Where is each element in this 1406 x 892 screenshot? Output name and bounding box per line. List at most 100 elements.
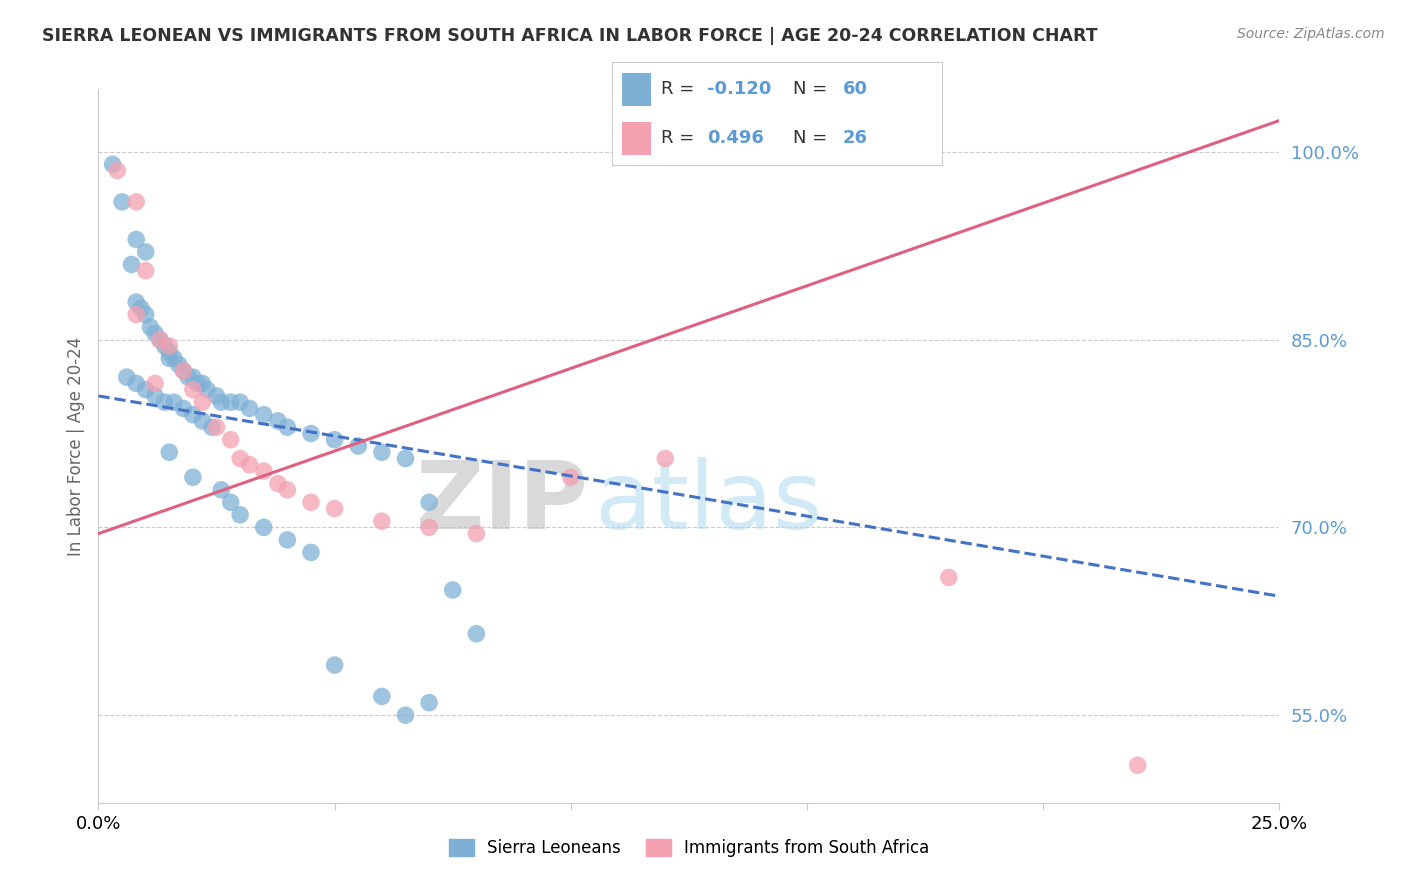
Point xyxy=(195,383,218,397)
Point xyxy=(229,451,252,466)
Point xyxy=(149,333,172,347)
Y-axis label: In Labor Force | Age 20-24: In Labor Force | Age 20-24 xyxy=(66,336,84,556)
Point xyxy=(276,533,298,547)
Point xyxy=(143,376,166,391)
Point xyxy=(115,370,138,384)
Point xyxy=(135,308,157,322)
Point xyxy=(191,376,214,391)
Point xyxy=(201,420,224,434)
Point xyxy=(129,301,152,316)
Point xyxy=(209,483,232,497)
Point xyxy=(172,401,194,416)
Point xyxy=(139,320,162,334)
Text: R =: R = xyxy=(661,80,700,98)
Point xyxy=(209,395,232,409)
Point xyxy=(299,495,322,509)
Point xyxy=(157,445,180,459)
Point xyxy=(157,339,180,353)
Point xyxy=(135,383,157,397)
Point xyxy=(191,414,214,428)
Point xyxy=(938,570,960,584)
Point xyxy=(323,433,346,447)
Point xyxy=(143,326,166,341)
Point xyxy=(191,395,214,409)
Text: N =: N = xyxy=(793,80,834,98)
Point xyxy=(219,395,242,409)
Point xyxy=(163,395,186,409)
Text: 60: 60 xyxy=(844,80,868,98)
Text: 26: 26 xyxy=(844,129,868,147)
Point xyxy=(153,339,176,353)
Point xyxy=(125,295,148,310)
Legend: Sierra Leoneans, Immigrants from South Africa: Sierra Leoneans, Immigrants from South A… xyxy=(441,832,936,863)
Point xyxy=(465,526,488,541)
Point xyxy=(111,194,134,209)
Text: Source: ZipAtlas.com: Source: ZipAtlas.com xyxy=(1237,27,1385,41)
Point xyxy=(125,232,148,246)
Point xyxy=(181,408,204,422)
Point xyxy=(418,696,440,710)
Bar xyxy=(621,122,651,155)
Point xyxy=(276,483,298,497)
Point xyxy=(229,395,252,409)
Point xyxy=(323,658,346,673)
Text: R =: R = xyxy=(661,129,700,147)
Point xyxy=(465,627,488,641)
Text: 0.496: 0.496 xyxy=(707,129,765,147)
Point xyxy=(253,464,276,478)
Point xyxy=(267,414,290,428)
Point xyxy=(121,257,143,271)
Point xyxy=(239,401,262,416)
Point xyxy=(105,163,128,178)
Point xyxy=(418,520,440,534)
Point xyxy=(219,433,242,447)
Point xyxy=(253,408,276,422)
Point xyxy=(654,451,676,466)
Point xyxy=(135,264,157,278)
Point xyxy=(371,445,394,459)
Point xyxy=(205,389,228,403)
Point xyxy=(157,345,180,359)
Point xyxy=(143,389,166,403)
Point xyxy=(163,351,186,366)
Point xyxy=(125,308,148,322)
Point xyxy=(187,376,209,391)
Point xyxy=(418,495,440,509)
Point xyxy=(560,470,582,484)
Point xyxy=(441,582,464,597)
Point xyxy=(149,333,172,347)
Point xyxy=(371,514,394,528)
Point xyxy=(125,376,148,391)
Point xyxy=(299,426,322,441)
Text: -0.120: -0.120 xyxy=(707,80,772,98)
Point xyxy=(371,690,394,704)
Point xyxy=(135,244,157,259)
Text: N =: N = xyxy=(793,129,834,147)
Point xyxy=(1126,758,1149,772)
Point xyxy=(172,364,194,378)
Point xyxy=(205,420,228,434)
Text: atlas: atlas xyxy=(595,457,823,549)
Point xyxy=(181,470,204,484)
Point xyxy=(229,508,252,522)
Point xyxy=(172,364,194,378)
Point xyxy=(239,458,262,472)
Point xyxy=(276,420,298,434)
Point xyxy=(167,358,190,372)
Point xyxy=(181,370,204,384)
Text: SIERRA LEONEAN VS IMMIGRANTS FROM SOUTH AFRICA IN LABOR FORCE | AGE 20-24 CORREL: SIERRA LEONEAN VS IMMIGRANTS FROM SOUTH … xyxy=(42,27,1098,45)
Point xyxy=(101,157,124,171)
Point xyxy=(153,395,176,409)
Point xyxy=(125,194,148,209)
Point xyxy=(253,520,276,534)
Point xyxy=(299,545,322,559)
Point xyxy=(267,476,290,491)
Point xyxy=(219,495,242,509)
Point xyxy=(394,708,416,723)
Point xyxy=(347,439,370,453)
Point xyxy=(177,370,200,384)
Point xyxy=(394,451,416,466)
Text: ZIP: ZIP xyxy=(416,457,589,549)
Bar xyxy=(621,73,651,105)
Point xyxy=(157,351,180,366)
